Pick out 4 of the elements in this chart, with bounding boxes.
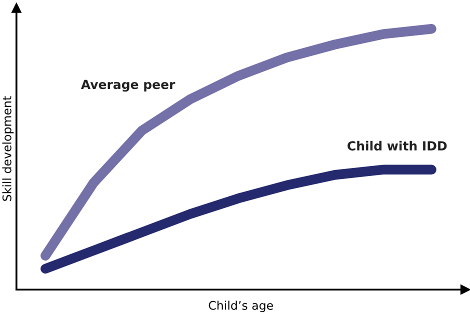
y-axis-title: Skill development: [2, 96, 14, 201]
series-label: Child with IDD: [348, 140, 447, 151]
x-axis-title: Child’s age: [208, 300, 273, 312]
series-label: Average peer: [80, 80, 176, 92]
